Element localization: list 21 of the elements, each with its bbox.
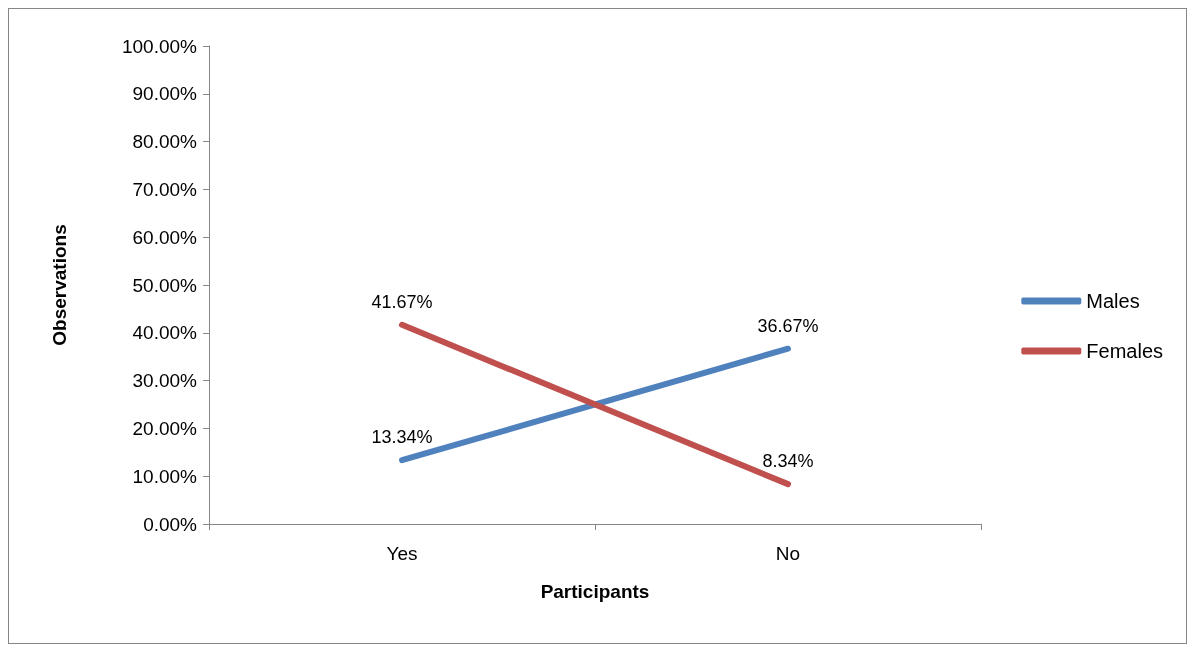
legend-label: Females [1086, 340, 1164, 362]
y-tick-label: 30.00% [132, 370, 198, 392]
data-label: 41.67% [371, 291, 433, 312]
x-tick-label: No [775, 543, 801, 564]
x-tick-label: Yes [386, 543, 418, 564]
y-tick-label: 50.00% [132, 274, 198, 296]
y-tick-label: 70.00% [132, 178, 198, 200]
x-axis-title: Participants [540, 581, 650, 602]
y-tick-label: 80.00% [132, 131, 198, 153]
y-tick-label: 100.00% [121, 35, 198, 57]
legend-label: Males [1086, 290, 1140, 312]
y-tick-label: 0.00% [143, 513, 198, 535]
y-tick-label: 20.00% [132, 417, 198, 439]
data-label: 36.67% [757, 315, 819, 336]
y-tick-label: 40.00% [132, 322, 198, 344]
y-tick-label: 10.00% [132, 465, 198, 487]
data-label: 13.34% [371, 427, 433, 448]
y-tick-label: 90.00% [132, 83, 198, 105]
data-label: 8.34% [762, 451, 814, 472]
y-axis-title: Observations [49, 224, 70, 346]
y-tick-label: 60.00% [132, 226, 198, 248]
